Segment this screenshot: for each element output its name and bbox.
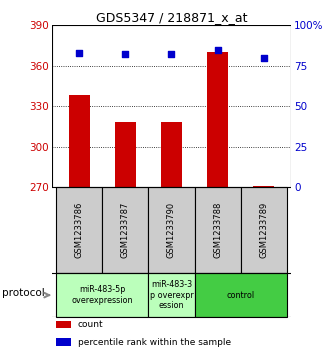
Text: miR-483-3
p overexpr
ession: miR-483-3 p overexpr ession [150, 280, 193, 310]
Bar [161, 122, 182, 187]
Point [261, 55, 266, 61]
Text: protocol: protocol [2, 288, 45, 298]
Bar [115, 122, 136, 187]
Bar [194, 187, 241, 273]
Text: percentile rank within the sample: percentile rank within the sample [78, 338, 231, 347]
Point [215, 47, 220, 53]
Bar [241, 187, 287, 273]
Text: GSM1233788: GSM1233788 [213, 202, 222, 258]
Bar [56, 273, 149, 317]
Point [77, 50, 82, 56]
Text: GSM1233790: GSM1233790 [167, 202, 176, 258]
Bar [194, 273, 287, 317]
Bar [149, 273, 194, 317]
Bar [56, 321, 71, 329]
Bar [149, 187, 194, 273]
Text: GSM1233786: GSM1233786 [75, 202, 84, 258]
Text: count: count [78, 320, 104, 329]
Bar [69, 95, 90, 187]
Title: GDS5347 / 218871_x_at: GDS5347 / 218871_x_at [96, 11, 247, 24]
Text: miR-483-5p
overexpression: miR-483-5p overexpression [72, 285, 133, 305]
Bar [56, 187, 102, 273]
Text: control: control [226, 291, 255, 299]
Bar [102, 187, 149, 273]
Bar [207, 52, 228, 187]
Text: GSM1233787: GSM1233787 [121, 202, 130, 258]
Text: GSM1233789: GSM1233789 [259, 202, 268, 258]
Bar [56, 338, 71, 346]
Bar [253, 185, 274, 187]
Point [123, 52, 128, 57]
Point [169, 52, 174, 57]
